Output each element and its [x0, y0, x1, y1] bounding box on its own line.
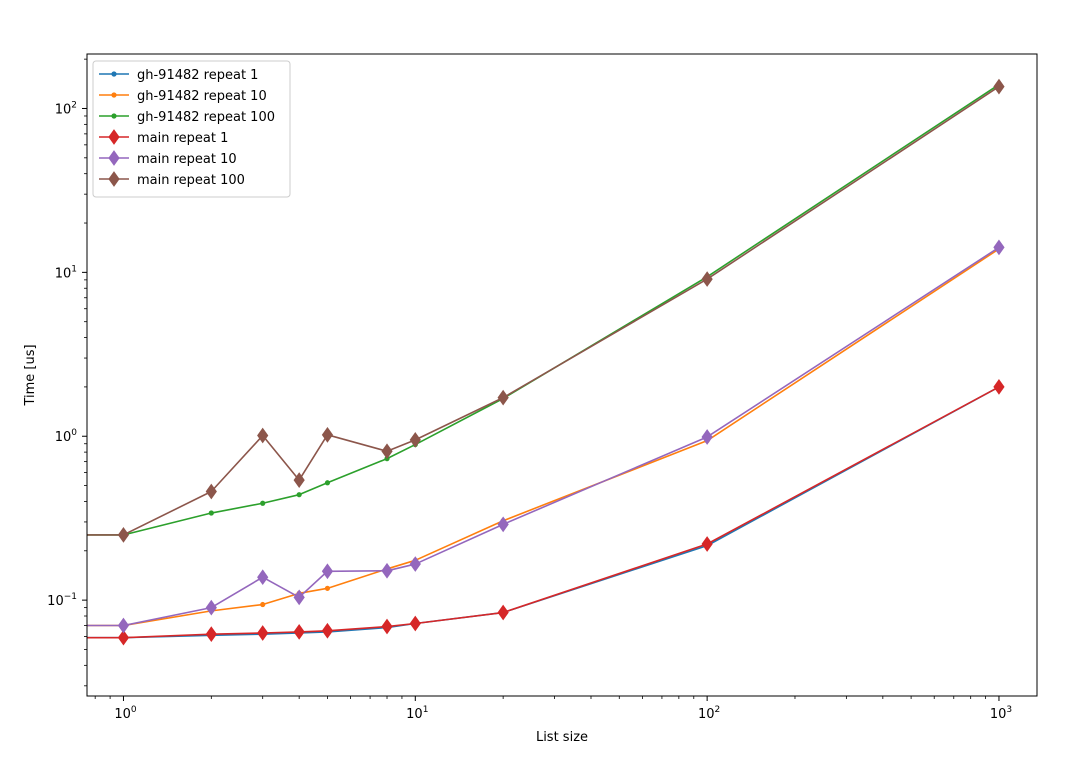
- data-point: [205, 626, 217, 643]
- y-tick-label-exponent: 1: [71, 264, 77, 274]
- legend-marker: [111, 113, 117, 119]
- y-tick-label-exponent: 0: [71, 428, 77, 438]
- data-point: [381, 443, 393, 460]
- legend-entry: main repeat 100: [99, 171, 245, 188]
- data-point: [293, 624, 305, 640]
- legend-marker: [108, 171, 120, 187]
- legend-entry: main repeat 1: [99, 129, 228, 146]
- x-tick-label-base: 10: [114, 707, 131, 722]
- data-point: [117, 527, 130, 543]
- x-tick-label-base: 10: [990, 707, 1007, 722]
- x-tick-label-exponent: 2: [715, 705, 721, 715]
- y-tick-label: 10−1: [47, 592, 77, 609]
- y-tick-label-base: 10: [55, 430, 72, 445]
- data-point: [497, 389, 509, 406]
- data-point: [993, 239, 1005, 256]
- legend-entry: gh-91482 repeat 10: [99, 89, 267, 104]
- x-tick-label-exponent: 1: [423, 705, 429, 715]
- data-point: [33, 623, 38, 628]
- data-point: [701, 271, 713, 287]
- data-point: [33, 532, 38, 537]
- data-point: [205, 599, 217, 616]
- legend-label: gh-91482 repeat 1: [137, 68, 258, 83]
- legend-marker: [111, 92, 117, 98]
- data-point: [117, 617, 130, 634]
- data-point: [409, 556, 421, 572]
- legend-entry: main repeat 10: [99, 150, 237, 167]
- legend-label: main repeat 10: [137, 152, 237, 167]
- data-point: [993, 379, 1005, 395]
- y-tick-label-exponent: −1: [64, 592, 77, 602]
- x-axis-label: List size: [536, 730, 588, 745]
- data-point: [701, 536, 713, 552]
- data-point: [381, 618, 393, 635]
- series-4: [31, 379, 1005, 646]
- data-point: [381, 562, 393, 579]
- legend-entry: gh-91482 repeat 1: [99, 68, 258, 83]
- x-tick-label: 102: [698, 705, 720, 722]
- data-point: [497, 516, 509, 533]
- y-tick-label: 101: [55, 264, 77, 281]
- data-point: [324, 480, 331, 486]
- data-point: [293, 472, 305, 488]
- data-point: [409, 615, 421, 632]
- x-tick-label: 103: [990, 705, 1012, 722]
- data-point: [257, 625, 269, 641]
- data-point: [409, 432, 421, 448]
- x-tick-label-base: 10: [698, 707, 715, 722]
- y-tick-label: 102: [55, 100, 77, 117]
- x-tick-label: 101: [406, 705, 428, 722]
- x-tick-label-exponent: 0: [131, 705, 137, 715]
- data-point: [293, 589, 305, 606]
- data-point: [257, 569, 269, 586]
- y-tick-label-base: 10: [55, 266, 72, 281]
- legend-entry: gh-91482 repeat 100: [99, 110, 275, 125]
- legend-marker: [108, 129, 120, 145]
- x-tick-label: 100: [114, 705, 137, 722]
- data-point: [993, 78, 1005, 95]
- y-tick-label: 100: [55, 428, 78, 445]
- data-point: [260, 500, 266, 506]
- data-point: [205, 483, 217, 500]
- x-tick-label-base: 10: [406, 707, 423, 722]
- legend-label: main repeat 1: [137, 131, 228, 146]
- data-point: [31, 631, 41, 645]
- y-tick-label-exponent: 2: [71, 100, 77, 110]
- series-5: [31, 239, 1005, 634]
- data-point: [321, 622, 334, 639]
- legend: gh-91482 repeat 1 gh-91482 repeat 10 gh-91…: [92, 60, 291, 198]
- data-point: [257, 427, 269, 444]
- x-tick-label-exponent: 3: [1006, 705, 1012, 715]
- legend-marker: [108, 150, 120, 166]
- data-point: [33, 635, 38, 640]
- data-point: [117, 629, 130, 646]
- series-6: [31, 78, 1005, 543]
- data-point: [321, 563, 334, 580]
- data-point: [208, 510, 214, 516]
- y-axis-label: Time [us]: [23, 344, 38, 406]
- plot-frame: [86, 53, 1038, 697]
- legend-box: [92, 60, 291, 198]
- legend-label: gh-91482 repeat 100: [137, 110, 275, 125]
- data-point: [497, 604, 509, 621]
- y-tick-label-base: 10: [47, 594, 64, 609]
- data-point: [260, 601, 266, 608]
- data-point: [31, 528, 41, 542]
- data-point: [31, 619, 41, 633]
- legend-label: main repeat 100: [137, 173, 245, 188]
- data-point: [324, 585, 331, 591]
- data-point: [296, 492, 302, 498]
- legend-marker: [111, 71, 117, 77]
- y-tick-label-base: 10: [55, 102, 72, 117]
- data-point: [321, 426, 334, 443]
- legend-label: gh-91482 repeat 10: [137, 89, 267, 104]
- data-point: [701, 429, 713, 445]
